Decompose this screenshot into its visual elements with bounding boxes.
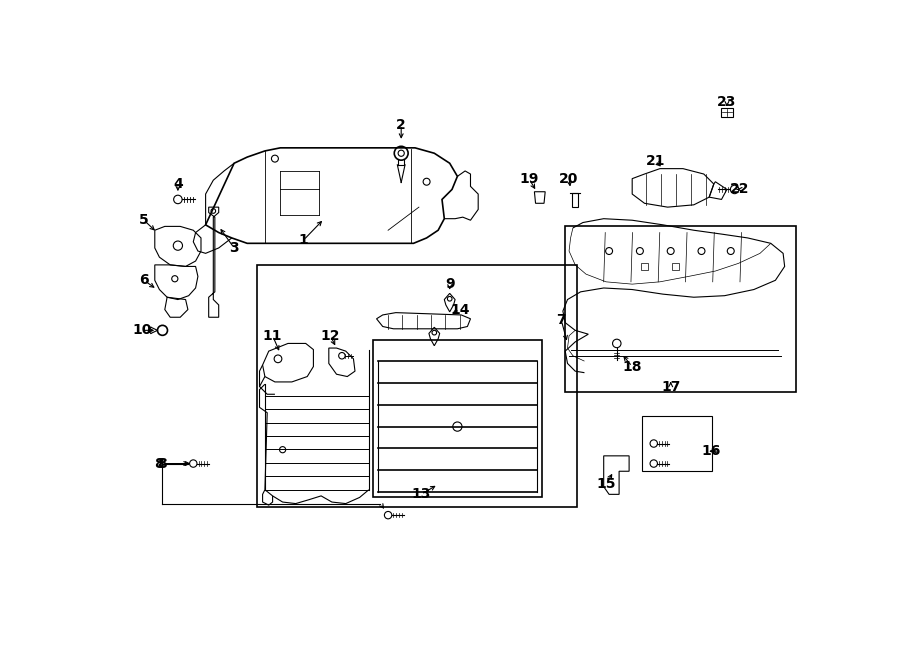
Text: 5: 5 [140, 214, 148, 227]
Text: 19: 19 [519, 172, 539, 186]
Text: 8: 8 [155, 457, 165, 471]
Text: 2: 2 [396, 118, 406, 132]
Text: 21: 21 [645, 154, 665, 168]
Bar [641, 263, 648, 270]
Bar [671, 263, 679, 270]
Text: 16: 16 [702, 444, 721, 458]
Text: 9: 9 [445, 277, 455, 291]
Bar [565, 226, 796, 392]
Text: 13: 13 [411, 487, 431, 501]
Text: 11: 11 [263, 329, 283, 343]
Text: 18: 18 [623, 360, 642, 373]
Text: 22: 22 [730, 182, 750, 196]
Text: 17: 17 [661, 379, 680, 393]
Bar [373, 340, 542, 498]
Text: 23: 23 [717, 95, 736, 108]
Text: 15: 15 [597, 477, 616, 491]
Text: 6: 6 [140, 273, 148, 288]
Bar [257, 265, 577, 508]
Bar [721, 108, 733, 117]
Text: 12: 12 [320, 329, 340, 343]
Text: 14: 14 [450, 303, 470, 317]
Text: 7: 7 [556, 313, 566, 327]
Text: 10: 10 [132, 323, 151, 337]
Text: 3: 3 [230, 241, 238, 255]
Text: 20: 20 [560, 172, 579, 186]
Bar [643, 416, 712, 471]
Text: 1: 1 [299, 233, 309, 247]
Bar [572, 193, 579, 207]
Text: 8: 8 [158, 457, 167, 471]
Text: 4: 4 [173, 177, 183, 191]
